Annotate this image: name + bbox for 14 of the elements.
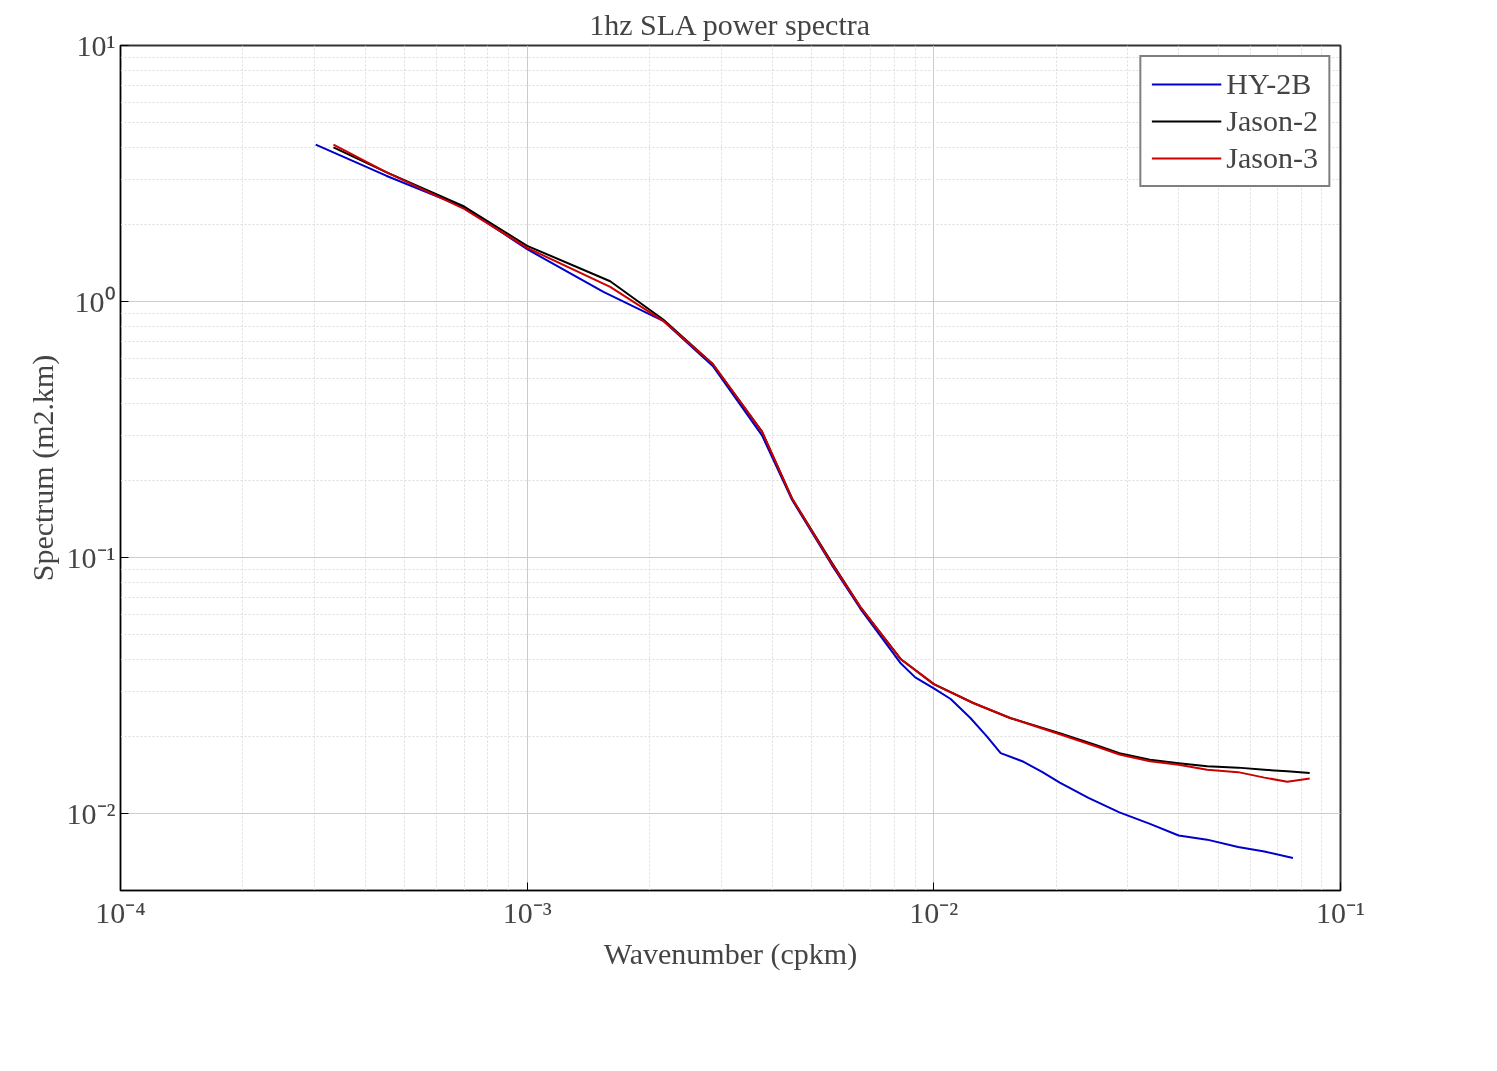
- legend-label: Jason-3: [1226, 141, 1318, 175]
- x-axis-title: Wavenumber (cpkm): [603, 936, 858, 971]
- x-tick-label: 10⁻³: [502, 895, 552, 929]
- y-tick-label: 10⁻¹: [66, 540, 116, 574]
- y-tick-label: 10⁰: [74, 284, 116, 318]
- x-tick-label: 10⁻²: [909, 895, 959, 929]
- x-tick-label: 10⁻⁴: [95, 895, 146, 929]
- legend-label: Jason-2: [1226, 104, 1318, 138]
- legend-label: HY-2B: [1226, 67, 1312, 101]
- chart-title: 1hz SLA power spectra: [589, 7, 871, 41]
- y-tick-label: 10¹: [76, 29, 116, 62]
- y-tick-label: 10⁻²: [66, 796, 116, 830]
- x-tick-label: 10⁻¹: [1316, 895, 1365, 929]
- y-axis-title: Spectrum (m2.km): [25, 354, 60, 582]
